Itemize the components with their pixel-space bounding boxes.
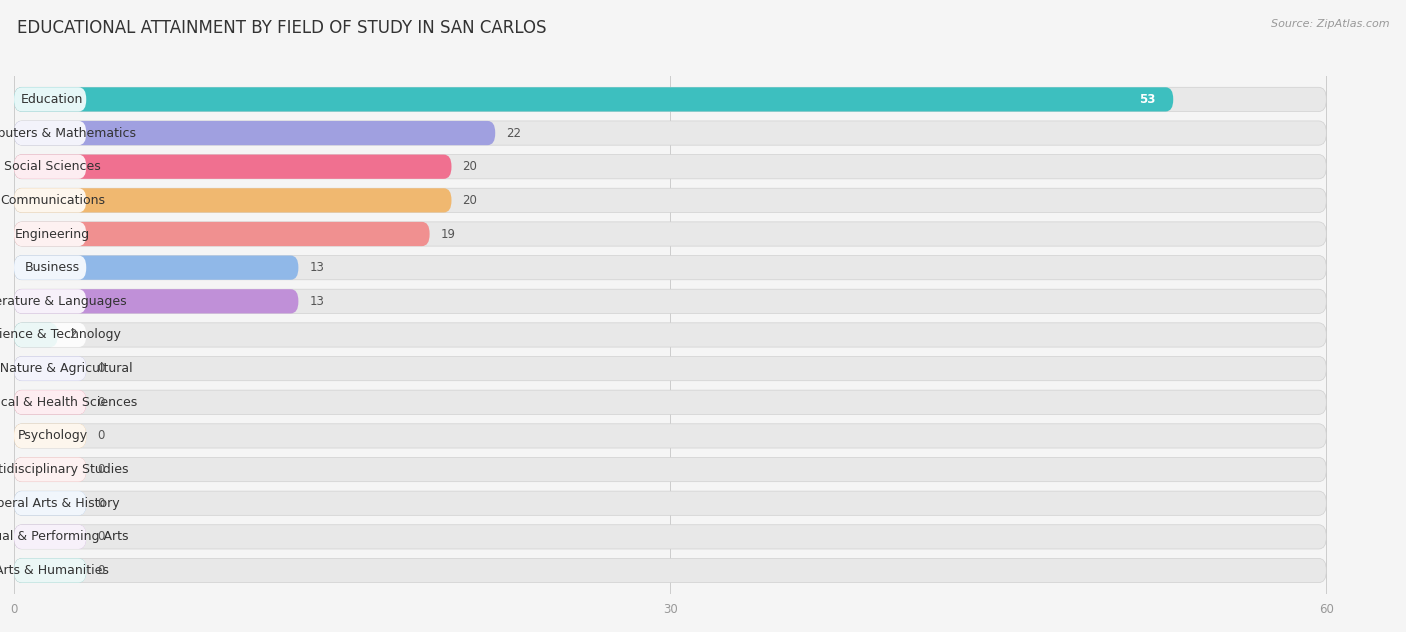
- Text: Literature & Languages: Literature & Languages: [0, 295, 127, 308]
- Text: Psychology: Psychology: [17, 429, 87, 442]
- Text: Social Sciences: Social Sciences: [4, 160, 101, 173]
- FancyBboxPatch shape: [14, 222, 86, 246]
- Text: 0: 0: [97, 564, 104, 577]
- FancyBboxPatch shape: [14, 289, 1326, 313]
- FancyBboxPatch shape: [14, 255, 86, 280]
- FancyBboxPatch shape: [14, 525, 86, 549]
- Text: 0: 0: [97, 497, 104, 510]
- Text: 19: 19: [440, 228, 456, 241]
- Text: Communications: Communications: [0, 194, 105, 207]
- Text: EDUCATIONAL ATTAINMENT BY FIELD OF STUDY IN SAN CARLOS: EDUCATIONAL ATTAINMENT BY FIELD OF STUDY…: [17, 19, 547, 37]
- FancyBboxPatch shape: [14, 424, 1326, 448]
- Text: Computers & Mathematics: Computers & Mathematics: [0, 126, 136, 140]
- FancyBboxPatch shape: [14, 188, 451, 212]
- FancyBboxPatch shape: [14, 155, 1326, 179]
- FancyBboxPatch shape: [14, 121, 495, 145]
- Text: 53: 53: [1139, 93, 1156, 106]
- FancyBboxPatch shape: [14, 289, 86, 313]
- FancyBboxPatch shape: [14, 356, 1326, 380]
- FancyBboxPatch shape: [14, 323, 58, 347]
- FancyBboxPatch shape: [14, 525, 1326, 549]
- FancyBboxPatch shape: [14, 255, 298, 280]
- FancyBboxPatch shape: [14, 559, 1326, 583]
- FancyBboxPatch shape: [14, 188, 86, 212]
- Text: 13: 13: [309, 295, 325, 308]
- FancyBboxPatch shape: [14, 87, 86, 111]
- FancyBboxPatch shape: [14, 323, 1326, 347]
- Text: Arts & Humanities: Arts & Humanities: [0, 564, 110, 577]
- FancyBboxPatch shape: [14, 188, 1326, 212]
- Text: Physical & Health Sciences: Physical & Health Sciences: [0, 396, 136, 409]
- Text: Education: Education: [21, 93, 83, 106]
- Text: 0: 0: [97, 362, 104, 375]
- FancyBboxPatch shape: [14, 491, 1326, 515]
- Text: Bio, Nature & Agricultural: Bio, Nature & Agricultural: [0, 362, 132, 375]
- FancyBboxPatch shape: [14, 356, 86, 380]
- FancyBboxPatch shape: [14, 121, 1326, 145]
- FancyBboxPatch shape: [14, 222, 430, 246]
- FancyBboxPatch shape: [14, 559, 86, 583]
- FancyBboxPatch shape: [14, 323, 86, 347]
- FancyBboxPatch shape: [14, 424, 86, 448]
- Text: Liberal Arts & History: Liberal Arts & History: [0, 497, 120, 510]
- FancyBboxPatch shape: [14, 458, 1326, 482]
- FancyBboxPatch shape: [14, 390, 86, 415]
- Text: 20: 20: [463, 194, 477, 207]
- Text: Source: ZipAtlas.com: Source: ZipAtlas.com: [1271, 19, 1389, 29]
- FancyBboxPatch shape: [14, 255, 1326, 280]
- FancyBboxPatch shape: [14, 559, 86, 583]
- Text: 20: 20: [463, 160, 477, 173]
- Text: 13: 13: [309, 261, 325, 274]
- FancyBboxPatch shape: [14, 155, 451, 179]
- FancyBboxPatch shape: [14, 458, 86, 482]
- FancyBboxPatch shape: [14, 356, 86, 380]
- Text: 0: 0: [97, 463, 104, 476]
- Text: 0: 0: [97, 530, 104, 544]
- FancyBboxPatch shape: [14, 222, 1326, 246]
- FancyBboxPatch shape: [14, 289, 298, 313]
- Text: 0: 0: [97, 396, 104, 409]
- FancyBboxPatch shape: [14, 155, 86, 179]
- Text: 2: 2: [69, 329, 76, 341]
- Text: Visual & Performing Arts: Visual & Performing Arts: [0, 530, 128, 544]
- FancyBboxPatch shape: [14, 87, 1173, 111]
- FancyBboxPatch shape: [14, 458, 86, 482]
- FancyBboxPatch shape: [14, 390, 86, 415]
- FancyBboxPatch shape: [14, 87, 1326, 111]
- FancyBboxPatch shape: [14, 491, 86, 515]
- FancyBboxPatch shape: [14, 390, 1326, 415]
- FancyBboxPatch shape: [14, 121, 86, 145]
- FancyBboxPatch shape: [14, 491, 86, 515]
- Text: 22: 22: [506, 126, 522, 140]
- FancyBboxPatch shape: [14, 525, 86, 549]
- Text: Engineering: Engineering: [15, 228, 90, 241]
- Text: 0: 0: [97, 429, 104, 442]
- Text: Science & Technology: Science & Technology: [0, 329, 121, 341]
- FancyBboxPatch shape: [14, 424, 86, 448]
- Text: Multidisciplinary Studies: Multidisciplinary Studies: [0, 463, 128, 476]
- Text: Business: Business: [25, 261, 80, 274]
